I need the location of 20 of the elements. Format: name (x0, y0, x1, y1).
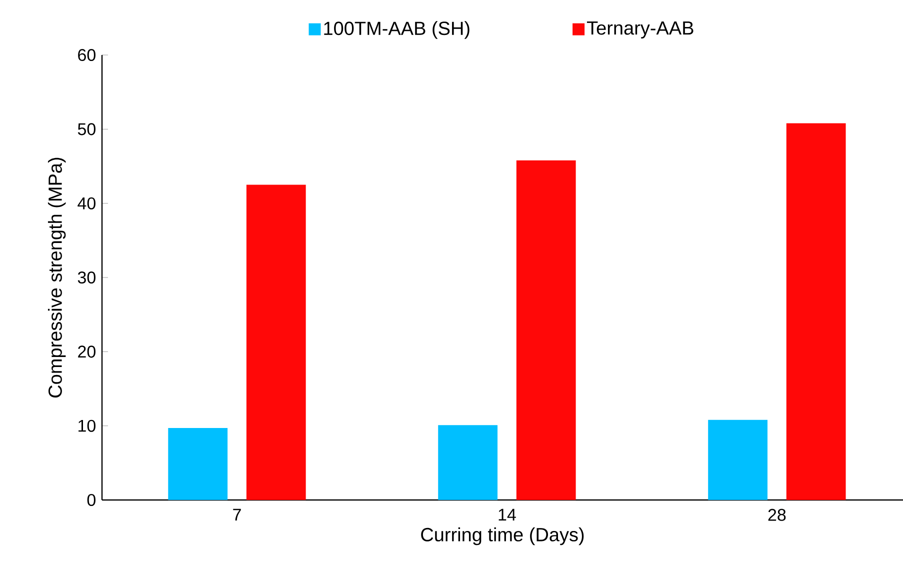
x-tick-label: 14 (498, 508, 516, 521)
bar (438, 425, 498, 500)
legend-label: 100TM-AAB (SH) (324, 21, 470, 39)
y-tick-label: 60 (78, 48, 96, 62)
x-tick-label: 7 (233, 508, 241, 521)
y-tick-label: 40 (78, 197, 96, 210)
y-tick-label: 10 (78, 420, 96, 432)
y-tick-label: 20 (78, 346, 96, 358)
bar (168, 428, 228, 500)
legend-label: Ternary-AAB (586, 21, 694, 38)
y-tick-label: 50 (78, 123, 96, 136)
x-axis-title: Curring time (Days) (421, 527, 584, 546)
x-tick-label: 28 (768, 508, 786, 521)
bar (516, 160, 576, 500)
bar (246, 184, 306, 500)
bar (786, 123, 846, 500)
y-tick-label: 0 (87, 494, 96, 506)
y-axis-title: Compressive strength (MPa) (48, 158, 66, 398)
bar (708, 420, 768, 500)
y-tick-label: 30 (78, 271, 96, 284)
